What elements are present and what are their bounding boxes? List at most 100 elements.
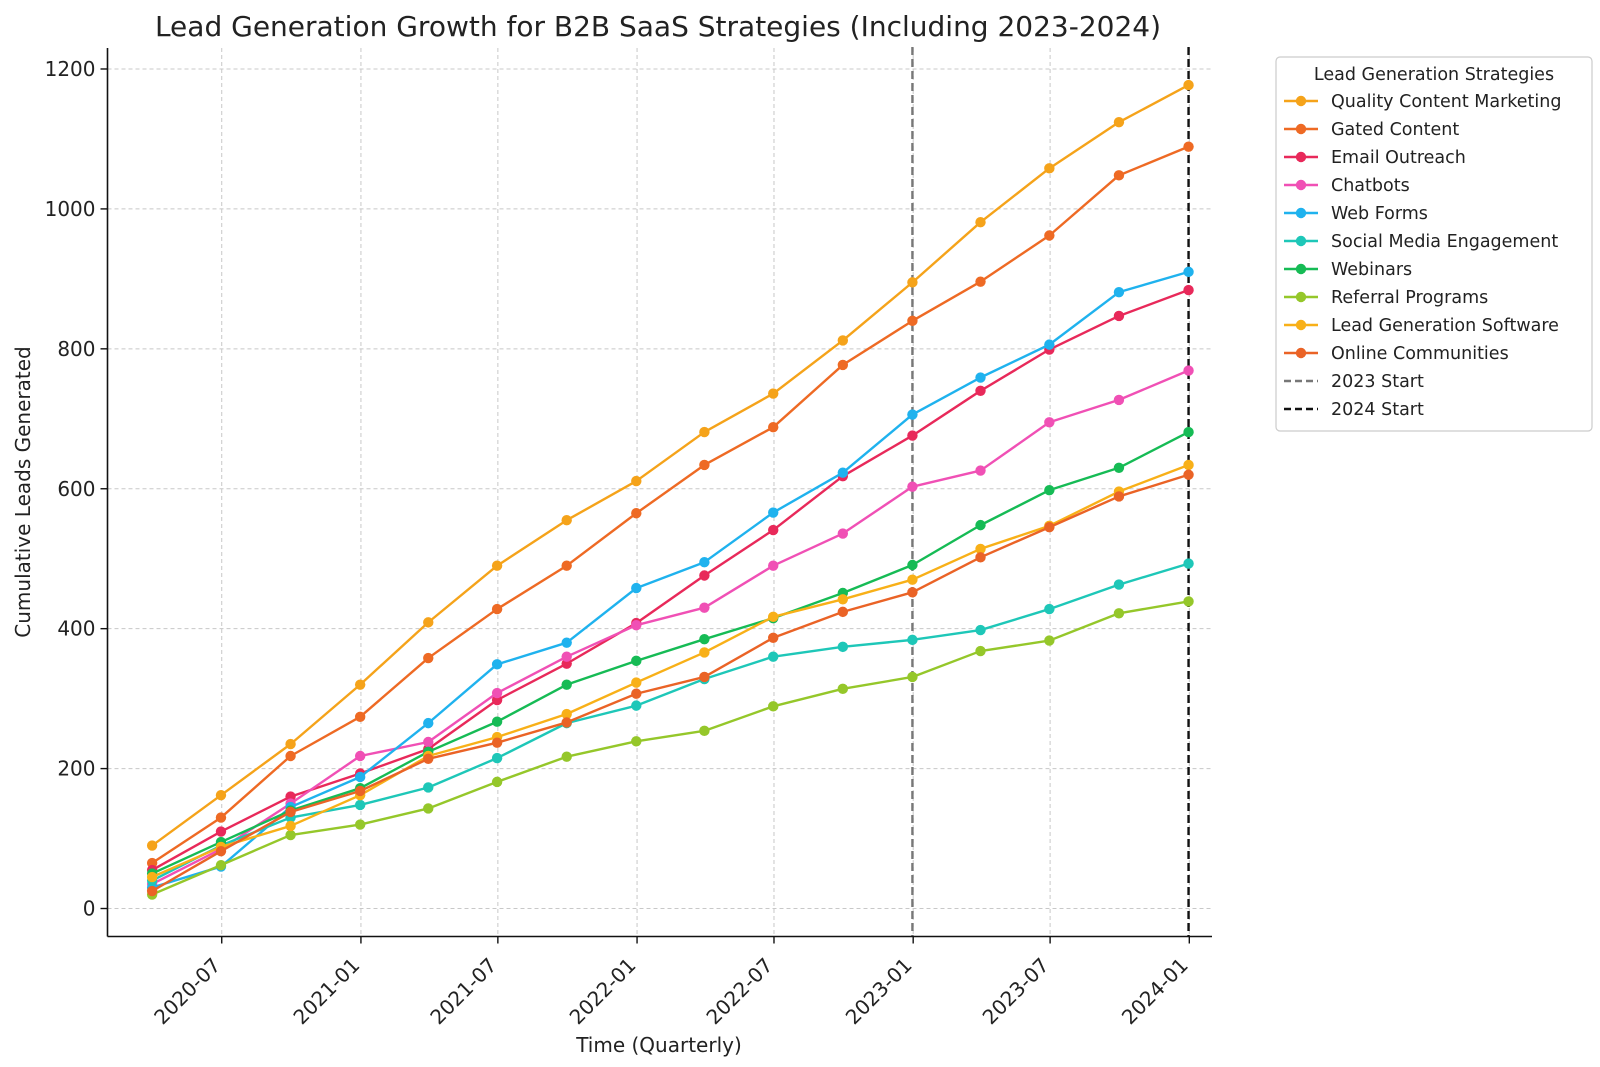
data-point [768,611,779,622]
data-point [907,634,918,646]
data-point [837,594,849,605]
data-point [631,736,642,747]
data-point [1183,284,1194,296]
data-point [837,359,849,371]
legend-entry: 2024 Start [1284,400,1424,420]
data-point [975,372,986,383]
legend-label: Referral Programs [1331,288,1488,308]
data-point [699,602,710,613]
y-tick-label: 400 [57,617,95,641]
legend: Lead Generation Strategies Quality Conte… [1275,56,1593,432]
legend-label: 2024 Start [1331,400,1424,420]
data-point [907,574,918,585]
data-point [146,885,158,897]
data-point [1113,491,1125,502]
legend-entry: Social Media Engagement [1284,232,1558,252]
legend-label: Gated Content [1331,120,1459,140]
legend-swatch-marker [1295,95,1307,107]
series-group [146,426,1194,879]
legend-swatch-marker [1295,207,1307,219]
legend-entries: Quality Content Marketing Gated Content Em… [1284,92,1561,420]
x-tick-label: 2022-07 [701,953,777,1029]
data-point [1044,603,1055,615]
data-point [491,560,503,571]
data-point [146,840,158,851]
legend-entry: Quality Content Marketing [1284,92,1561,112]
series-lines [146,79,1194,900]
data-point [285,829,296,841]
data-point [561,717,572,728]
y-tick-label: 800 [57,337,95,361]
series-group [146,469,1194,897]
data-point [699,725,710,737]
series-line [151,270,1189,889]
data-point [699,647,710,658]
data-point [975,624,986,636]
data-point [1044,339,1055,350]
data-point [423,736,434,748]
data-point [837,335,849,346]
data-point [354,750,366,762]
series-group [146,365,1194,890]
data-point [491,752,503,764]
data-point [907,671,918,683]
legend-label: Webinars [1331,260,1412,280]
legend-swatch-marker [1295,291,1307,303]
data-point [1113,286,1125,298]
series-line [151,463,1189,879]
legend-swatch-marker [1295,151,1307,163]
data-point [1044,635,1055,646]
data-point [631,582,642,594]
data-point [699,633,710,645]
series-line [151,84,1190,847]
axes [106,48,1212,938]
data-point [285,750,296,762]
data-point [837,528,849,539]
data-point [561,515,572,526]
data-point [1113,310,1125,322]
data-point [631,508,642,519]
legend-entry: Webinars [1284,260,1412,280]
data-point [631,475,642,487]
legend-entry: 2023 Start [1284,372,1424,392]
legend-swatch-marker [1295,235,1307,247]
data-point [1183,266,1194,278]
legend-entry: Email Outreach [1284,148,1466,168]
series-group [146,596,1194,900]
data-point [768,701,779,712]
legend-entry: Gated Content [1284,120,1459,140]
data-point [1183,459,1194,471]
legend-label: 2023 Start [1331,372,1424,392]
data-point [699,459,710,471]
data-point [1044,484,1055,496]
chart-title: Lead Generation Growth for B2B SaaS Stra… [155,10,1161,43]
data-point [907,430,918,441]
data-point [491,737,503,748]
data-point [768,507,779,518]
data-point [491,687,503,699]
series-group [146,284,1194,876]
data-point [423,617,434,628]
series-group [146,141,1194,869]
data-point [354,771,366,783]
data-point [1113,394,1125,406]
series-line [151,600,1189,896]
data-point [354,819,366,830]
data-point [215,789,227,801]
legend-swatch-marker [1295,319,1307,331]
legend-entry: Referral Programs [1284,288,1488,308]
data-point [907,277,918,288]
data-point [837,467,849,478]
data-point [561,679,572,690]
data-point [215,859,227,871]
data-point [215,845,227,857]
data-point [423,652,434,664]
data-point [837,641,849,653]
x-tick-label: 2021-07 [425,953,501,1029]
data-point [631,655,642,667]
y-tick-label: 600 [57,477,95,501]
legend-box [1275,56,1593,432]
data-point [423,717,434,729]
legend-entry: Web Forms [1284,204,1428,224]
data-point [975,465,986,476]
